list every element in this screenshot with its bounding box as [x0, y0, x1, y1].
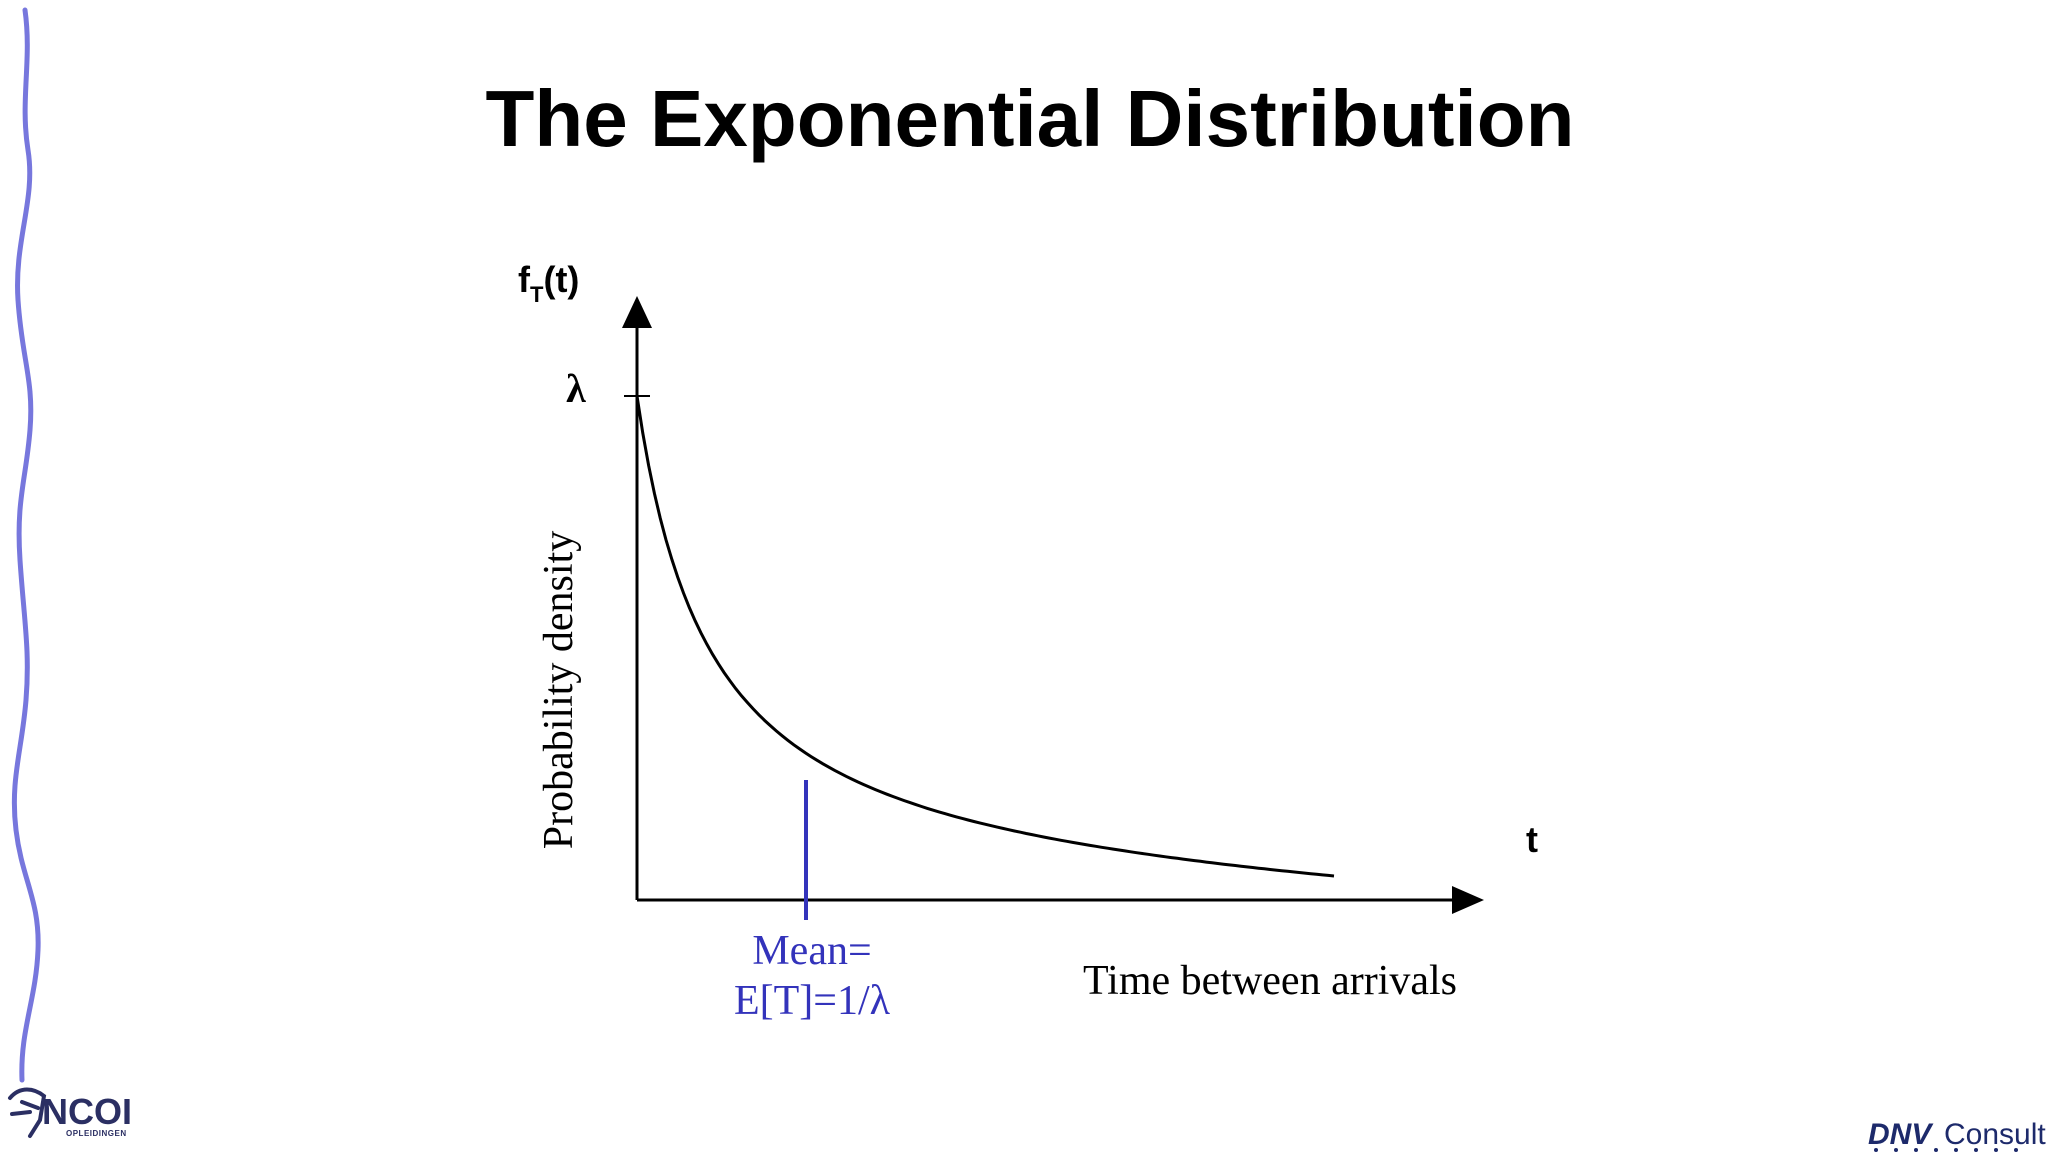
y-axis-symbol: f: [518, 259, 531, 300]
mean-label-line2: E[T]=1/: [734, 978, 870, 1024]
density-curve: [635, 395, 1335, 878]
left-wavy-rule: [11, 7, 41, 1083]
ncoi-logo: NCOI OPLEIDINGEN: [8, 1087, 132, 1138]
dnv-logo-brand: DNV: [1868, 1118, 1934, 1151]
mean-label-line1: Mean=: [752, 928, 871, 974]
dnv-consult-logo: DNV Consult: [1868, 1118, 2046, 1152]
y-intercept-lambda: λ: [566, 366, 586, 411]
x-axis-arrowhead: [1452, 886, 1484, 914]
mean-label-lambda: λ: [870, 978, 891, 1024]
y-axis-arrowhead: [622, 296, 652, 328]
slide-title: The Exponential Distribution: [486, 74, 1575, 163]
y-axis-argument: (t): [543, 259, 579, 300]
x-axis-description: Time between arrivals: [1083, 958, 1457, 1004]
dnv-logo-text: Consult: [1944, 1118, 2046, 1151]
y-axis-symbol-label: fT(t): [518, 259, 579, 307]
ncoi-logo-subtext: OPLEIDINGEN: [66, 1129, 127, 1138]
y-axis-description: Probability density: [536, 531, 582, 850]
ncoi-figure-icon: [8, 1087, 47, 1138]
x-axis-symbol: t: [1526, 819, 1538, 860]
ncoi-logo-text: NCOI: [42, 1091, 132, 1132]
dnv-logo-dots: [1874, 1148, 2018, 1152]
y-axis-subscript: T: [530, 282, 544, 307]
mean-label-line2-text: E[T]=1/λ: [734, 978, 891, 1024]
